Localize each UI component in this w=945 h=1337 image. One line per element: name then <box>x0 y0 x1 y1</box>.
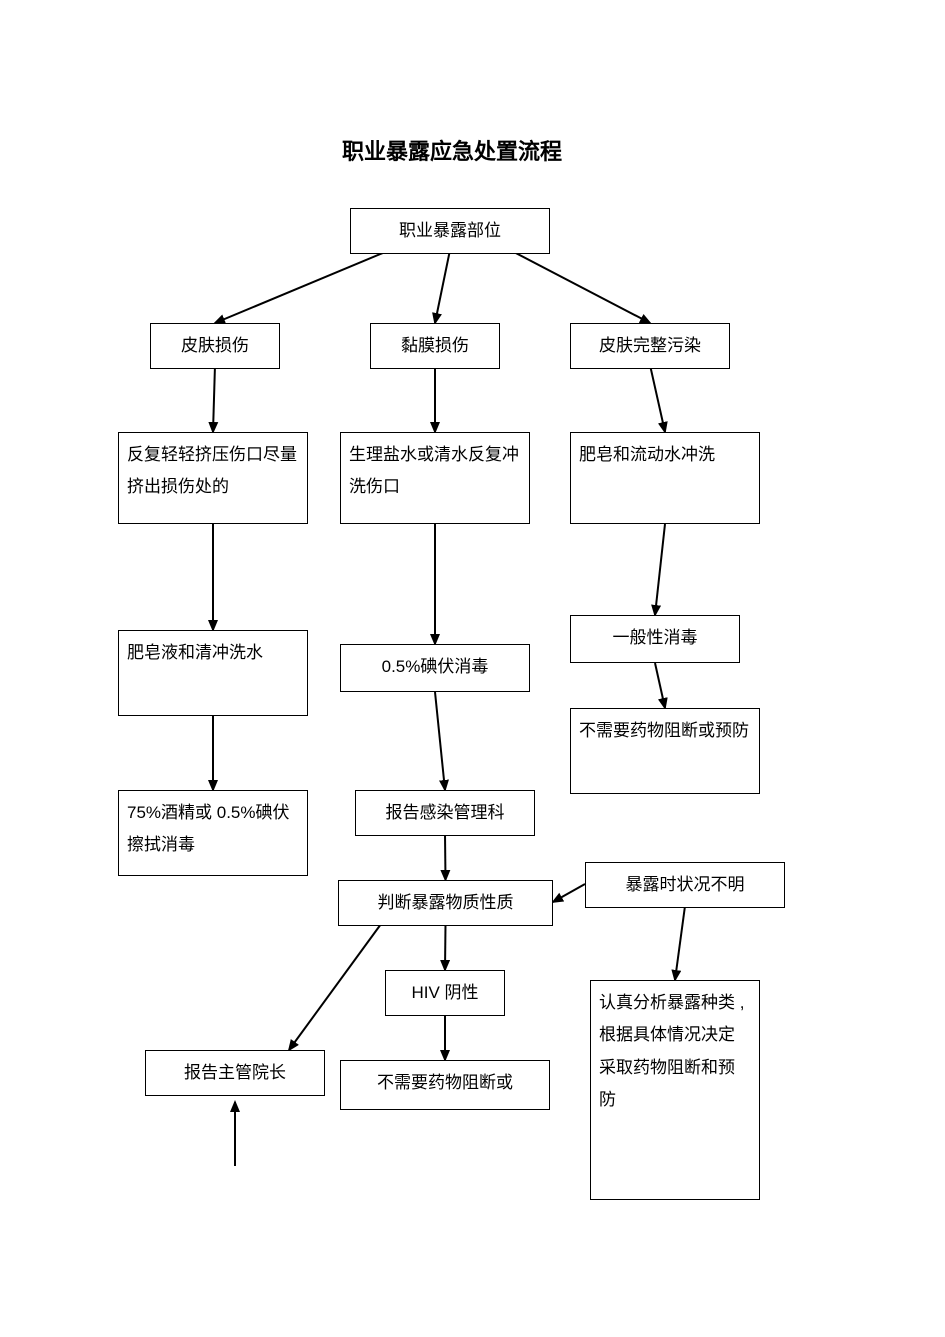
flowchart-node-judge: 判断暴露物质性质 <box>338 880 553 926</box>
flowchart-node-intact4: 不需要药物阻断或预防 <box>570 708 760 794</box>
flowchart-title: 职业暴露应急处置流程 <box>342 134 562 166</box>
flowchart-node-intact2: 肥皂和流动水冲洗 <box>570 432 760 524</box>
flowchart-node-intact3: 一般性消毒 <box>570 615 740 663</box>
flowchart-canvas: 职业暴露应急处置流程 职业暴露部位皮肤损伤 黏膜损伤 皮肤完整污染反复轻轻挤压伤口尽… <box>0 0 945 1337</box>
flowchart-node-unknown: 暴露时状况不明 <box>585 862 785 908</box>
flowchart-node-hiv: HIV 阴性 <box>385 970 505 1016</box>
flowchart-node-muc2: 生理盐水或清水反复冲洗伤口 <box>340 432 530 524</box>
flowchart-node-analyze: 认真分析暴露种类 ,根据具体情况决定采取药物阻断和预防 <box>590 980 760 1200</box>
flowchart-node-noblock: 不需要药物阻断或 <box>340 1060 550 1110</box>
flowchart-node-muc3: 0.5%碘伏消毒 <box>340 644 530 692</box>
flowchart-node-report: 报告感染管理科 <box>355 790 535 836</box>
flowchart-node-skin2: 反复轻轻挤压伤口尽量挤出损伤处的 <box>118 432 308 524</box>
flowchart-node-skin: 皮肤损伤 <box>150 323 280 369</box>
flowchart-node-skin3: 肥皂液和清冲洗水 <box>118 630 308 716</box>
flowchart-node-root: 职业暴露部位 <box>350 208 550 254</box>
flowchart-node-muc: 黏膜损伤 <box>370 323 500 369</box>
flowchart-node-skin4: 75%酒精或 0.5%碘伏擦拭消毒 <box>118 790 308 876</box>
flowchart-node-dean: 报告主管院长 <box>145 1050 325 1096</box>
flowchart-node-intact: 皮肤完整污染 <box>570 323 730 369</box>
